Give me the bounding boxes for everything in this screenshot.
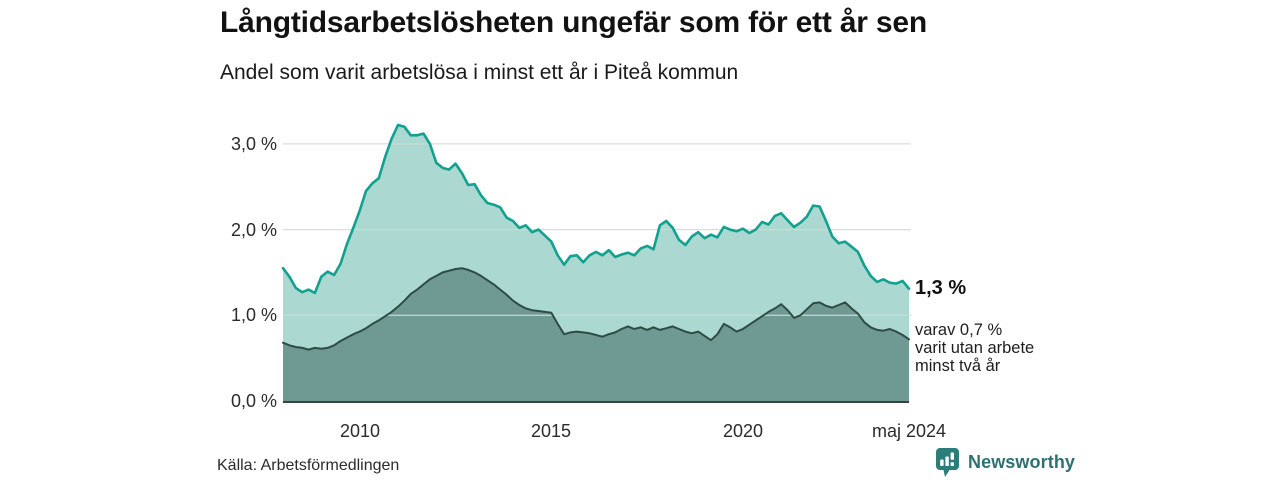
series-two-year-area [283,268,909,401]
end-value-detail-line: varav 0,7 % [915,321,1003,339]
chart-lines [281,123,911,351]
newsworthy-logo-text: Newsworthy [968,452,1076,472]
y-tick-label: 0,0 % [230,391,277,411]
newsworthy-logo-icon [936,448,959,477]
chart-areas [283,125,909,401]
chart-title: Långtidsarbetslösheten ungefär som för e… [220,6,928,39]
newsworthy-logo: Newsworthy [935,447,1075,478]
end-value-detail: varav 0,7 % varit utan arbete minst två … [915,321,1034,375]
chart-subtitle: Andel som varit arbetslösa i minst ett å… [220,61,739,84]
series-two-year-line [282,267,910,351]
source-note: Källa: Arbetsförmedlingen [217,457,400,474]
y-tick-label: 2,0 % [230,219,277,240]
x-tick-label: 2010 [339,421,381,441]
y-tick-label: 3,0 % [230,133,277,154]
x-tick-label: 2020 [722,421,764,441]
x-tick-label: 2015 [530,421,572,441]
series-one-year-line [281,123,911,295]
y-tick-label: 1,0 % [230,305,277,326]
end-value-label: 1,3 % [915,277,967,299]
end-value-detail-line: minst två år [915,357,1001,375]
end-value-detail-line: varit utan arbete [915,339,1035,357]
x-tick-label: maj 2024 [871,421,947,441]
